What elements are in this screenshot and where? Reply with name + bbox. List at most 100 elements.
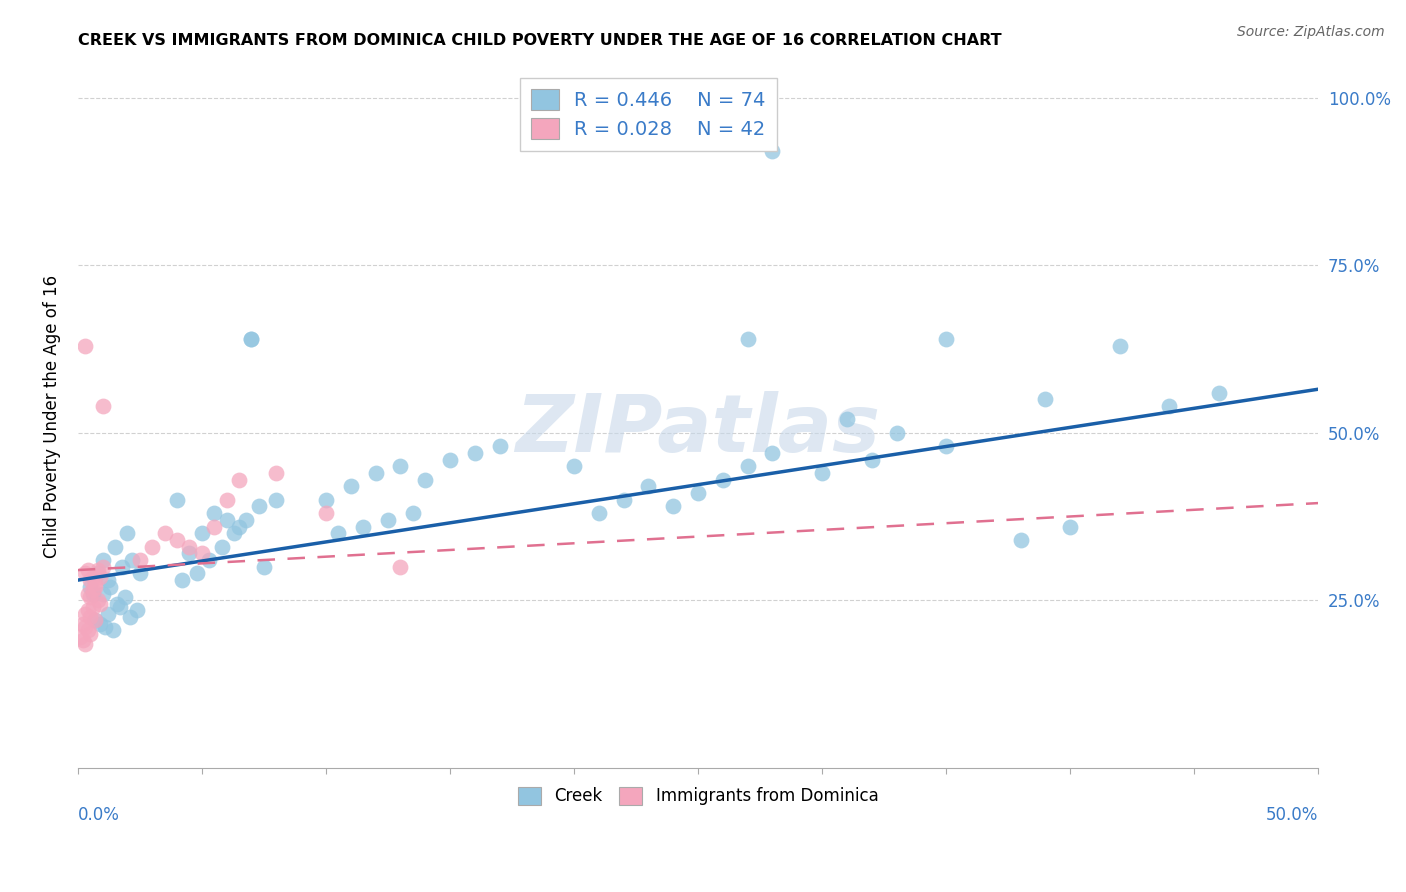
Point	[82, 586, 104, 600]
Point	[69, 630, 91, 644]
Point	[811, 466, 834, 480]
Point	[111, 559, 134, 574]
Point	[76, 624, 98, 638]
Point	[96, 607, 118, 621]
Point	[75, 566, 97, 581]
Point	[860, 452, 883, 467]
Legend: Creek, Immigrants from Dominica: Creek, Immigrants from Dominica	[510, 780, 886, 812]
Point	[264, 492, 287, 507]
Point	[352, 519, 374, 533]
Point	[264, 466, 287, 480]
Point	[84, 613, 107, 627]
Point	[588, 506, 610, 520]
Point	[84, 613, 107, 627]
Point	[89, 616, 111, 631]
Point	[72, 633, 94, 648]
Point	[215, 513, 238, 527]
Point	[1159, 399, 1181, 413]
Point	[114, 590, 136, 604]
Point	[761, 446, 783, 460]
Point	[118, 610, 141, 624]
Point	[86, 593, 108, 607]
Point	[737, 459, 759, 474]
Point	[935, 439, 957, 453]
Point	[935, 332, 957, 346]
Point	[127, 603, 149, 617]
Point	[613, 492, 636, 507]
Point	[104, 540, 127, 554]
Point	[1208, 385, 1230, 400]
Point	[328, 526, 350, 541]
Point	[222, 526, 245, 541]
Point	[1010, 533, 1032, 547]
Point	[101, 624, 124, 638]
Point	[141, 540, 163, 554]
Point	[76, 563, 98, 577]
Point	[82, 570, 104, 584]
Point	[86, 563, 108, 577]
Point	[82, 583, 104, 598]
Point	[72, 616, 94, 631]
Point	[202, 519, 225, 533]
Text: Source: ZipAtlas.com: Source: ZipAtlas.com	[1237, 25, 1385, 39]
Point	[662, 500, 685, 514]
Point	[107, 597, 129, 611]
Point	[79, 580, 101, 594]
Point	[364, 466, 387, 480]
Point	[86, 566, 108, 581]
Point	[89, 597, 111, 611]
Point	[82, 599, 104, 614]
Point	[170, 573, 193, 587]
Point	[637, 479, 659, 493]
Point	[84, 576, 107, 591]
Point	[91, 559, 114, 574]
Point	[377, 513, 399, 527]
Point	[79, 590, 101, 604]
Point	[562, 459, 585, 474]
Point	[84, 580, 107, 594]
Point	[240, 332, 263, 346]
Point	[76, 586, 98, 600]
Point	[79, 573, 101, 587]
Point	[89, 570, 111, 584]
Point	[94, 620, 117, 634]
Point	[240, 332, 263, 346]
Point	[488, 439, 510, 453]
Point	[737, 332, 759, 346]
Point	[228, 473, 250, 487]
Point	[1059, 519, 1081, 533]
Point	[117, 526, 139, 541]
Point	[76, 603, 98, 617]
Point	[835, 412, 858, 426]
Point	[191, 526, 214, 541]
Point	[339, 479, 361, 493]
Y-axis label: Child Poverty Under the Age of 16: Child Poverty Under the Age of 16	[44, 275, 60, 558]
Point	[79, 610, 101, 624]
Point	[315, 492, 337, 507]
Point	[91, 553, 114, 567]
Point	[186, 566, 208, 581]
Point	[686, 486, 709, 500]
Point	[413, 473, 436, 487]
Point	[761, 145, 783, 159]
Point	[108, 599, 131, 614]
Point	[235, 513, 257, 527]
Point	[179, 546, 201, 560]
Point	[166, 533, 188, 547]
Point	[75, 637, 97, 651]
Point	[315, 506, 337, 520]
Point	[711, 473, 734, 487]
Point	[464, 446, 486, 460]
Point	[153, 526, 176, 541]
Point	[166, 492, 188, 507]
Point	[389, 559, 412, 574]
Text: CREEK VS IMMIGRANTS FROM DOMINICA CHILD POVERTY UNDER THE AGE OF 16 CORRELATION : CREEK VS IMMIGRANTS FROM DOMINICA CHILD …	[77, 33, 1001, 48]
Text: 50.0%: 50.0%	[1265, 806, 1319, 824]
Point	[215, 492, 238, 507]
Point	[128, 566, 150, 581]
Point	[228, 519, 250, 533]
Point	[179, 540, 201, 554]
Point	[75, 339, 97, 353]
Text: 0.0%: 0.0%	[77, 806, 120, 824]
Point	[253, 559, 276, 574]
